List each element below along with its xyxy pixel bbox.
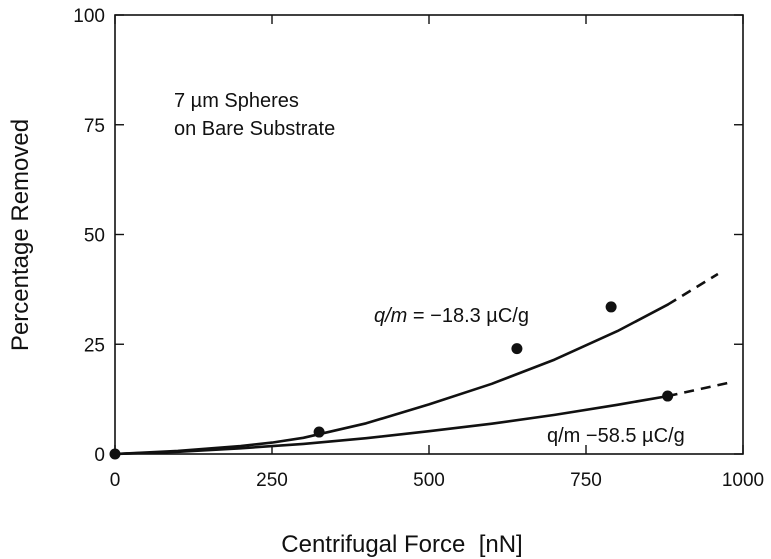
y-tick-label-4: 100 [73, 6, 105, 27]
condition-label-line1: 7 µm Spheres [174, 90, 299, 112]
x-axis-title: Centrifugal Force [nN] [281, 531, 522, 558]
y-tick-label-3: 75 [84, 116, 105, 137]
series-2-extrapolation [667, 381, 731, 398]
y-axis-title: Percentage Removed [7, 119, 34, 351]
data-point-0 [109, 448, 121, 460]
data-point-1 [313, 426, 325, 438]
data-point-2 [511, 343, 523, 355]
x-tick-label-0: 0 [110, 470, 121, 491]
series-1-line [113, 303, 669, 456]
curve1-label-rest: = −18.3 µC/g [407, 305, 529, 327]
data-point-3 [605, 301, 617, 313]
curve1-label: q/m = −18.3 µC/g [374, 305, 529, 327]
x-tick-label-2: 500 [413, 470, 445, 491]
x-tick-label-4: 1000 [722, 470, 764, 491]
y-tick-label-2: 50 [84, 226, 105, 247]
data-point-4 [662, 390, 674, 402]
curve2-label: q/m −58.5 µC/g [547, 425, 685, 447]
plot-frame [114, 14, 744, 455]
series-1-extrapolation [666, 272, 719, 306]
series-2-line [113, 394, 669, 456]
y-tick-label-0: 0 [94, 445, 105, 466]
curve1-label-italic: q/m [374, 305, 407, 327]
y-tick-label-1: 25 [84, 335, 105, 356]
condition-label-line2: on Bare Substrate [174, 118, 335, 140]
x-tick-label-3: 750 [570, 470, 602, 491]
x-tick-label-1: 250 [256, 470, 288, 491]
